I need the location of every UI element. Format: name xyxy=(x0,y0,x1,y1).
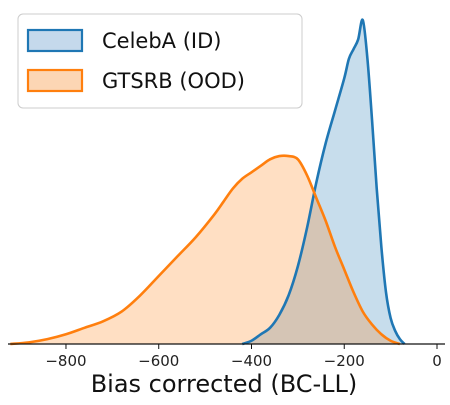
density-curve-celeba xyxy=(241,18,406,346)
x-tick-label: −600 xyxy=(138,352,179,370)
plot-lines xyxy=(10,18,406,346)
density-fill-gtsrb xyxy=(10,155,400,344)
legend-label-gtsrb: GTSRB (OOD) xyxy=(102,69,245,93)
x-ticks: −800 −600 −400 −200 0 xyxy=(45,344,442,370)
x-tick-label: −800 xyxy=(45,352,86,370)
density-fill-celeba xyxy=(242,19,405,345)
legend-box xyxy=(17,13,303,109)
density-curve-gtsrb xyxy=(10,154,401,346)
legend-swatch-gtsrb xyxy=(26,68,84,93)
x-tick-label: −400 xyxy=(231,352,272,370)
x-tick-label: −200 xyxy=(324,352,365,370)
legend-label-celeba: CelebA (ID) xyxy=(102,29,221,53)
legend: CelebA (ID) GTSRB (OOD) xyxy=(17,13,303,109)
x-axis-label: Bias corrected (BC-LL) xyxy=(91,370,358,398)
legend-swatch-celeba xyxy=(26,28,84,53)
plot-fills xyxy=(10,19,405,345)
x-tick-label: 0 xyxy=(432,352,442,370)
